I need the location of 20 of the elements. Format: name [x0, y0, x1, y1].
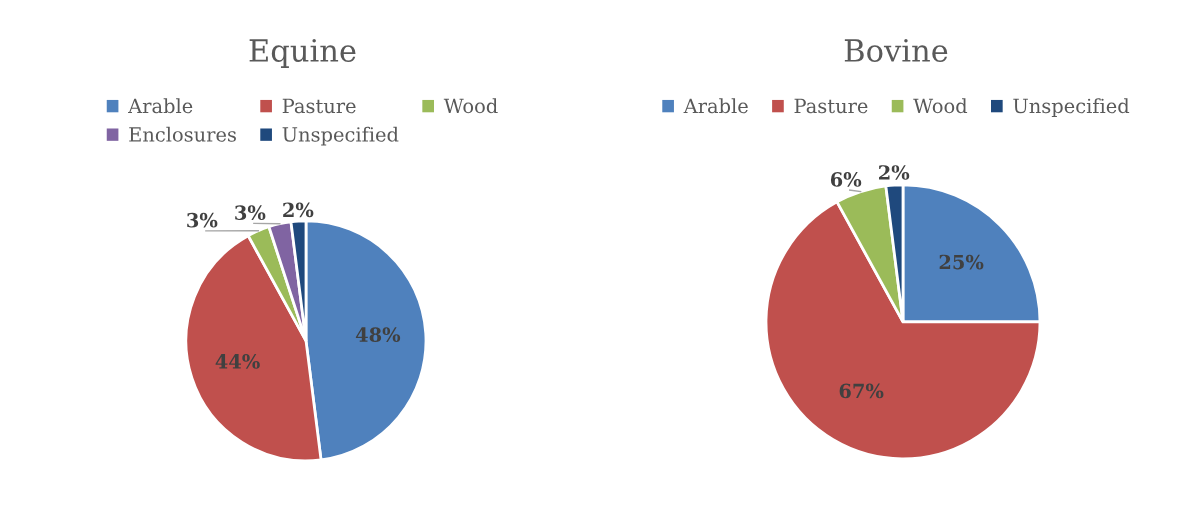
legend-label: Enclosures	[129, 126, 236, 142]
legend-label: Unspecified	[282, 126, 399, 146]
chart-title: Bovine	[844, 39, 948, 63]
data-label: 2%	[283, 202, 314, 218]
chart-title: Equine	[249, 39, 356, 68]
legend-label: Arable	[683, 98, 748, 114]
legend-label: Wood	[443, 98, 498, 114]
data-label: 3%	[235, 205, 266, 221]
data-label: 44%	[215, 354, 260, 369]
data-label: 25%	[939, 254, 984, 270]
legend-label: Unspecified	[1013, 98, 1130, 118]
legend-label: Pasture	[282, 98, 356, 114]
legend-label: Pasture	[794, 98, 868, 114]
data-label: 67%	[839, 383, 884, 399]
legend-label: Wood	[913, 98, 968, 114]
data-label: 3%	[187, 212, 218, 228]
legend-label: Arable	[128, 98, 193, 114]
data-label: 2%	[879, 165, 910, 180]
data-label: 6%	[830, 172, 862, 187]
data-label: 48%	[355, 327, 401, 342]
